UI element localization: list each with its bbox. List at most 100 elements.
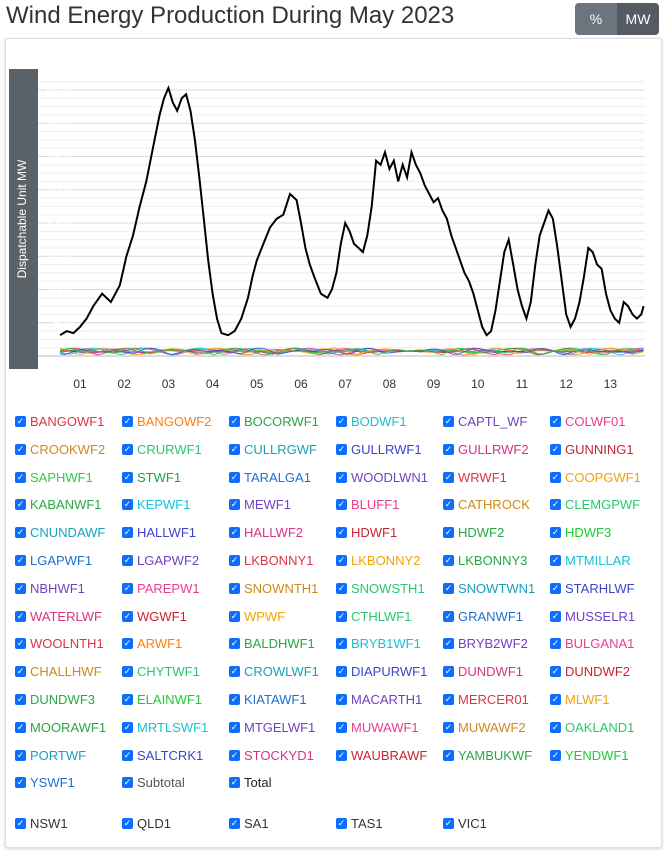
checkbox-icon[interactable]: ✓ <box>336 443 347 455</box>
legend-item[interactable]: ✓ OAKLAND1 <box>550 720 634 735</box>
legend-item[interactable]: ✓ SNOWNTH1 <box>229 581 318 596</box>
legend-item[interactable]: ✓ BRYB2WF2 <box>443 636 528 651</box>
legend-item[interactable]: ✓ WATERLWF <box>15 609 102 624</box>
checkbox-icon[interactable]: ✓ <box>443 610 454 622</box>
checkbox-icon[interactable]: ✓ <box>550 416 561 427</box>
legend-item[interactable]: ✓ STWF1 <box>122 470 181 485</box>
legend-item[interactable]: ✓ BALDHWF1 <box>229 636 315 651</box>
checkbox-icon[interactable]: ✓ <box>122 416 133 427</box>
legend-item[interactable]: ✓ MEWF1 <box>229 497 291 512</box>
checkbox-icon[interactable]: ✓ <box>336 499 347 511</box>
legend-item[interactable]: ✓ CHYTWF1 <box>122 664 200 679</box>
legend-item[interactable]: ✓ BANGOWF2 <box>122 414 211 429</box>
legend-item[interactable]: ✓ WGWF1 <box>122 609 187 624</box>
legend-item[interactable]: ✓ CRURWF1 <box>122 442 202 457</box>
legend-item[interactable]: ✓ CATHROCK <box>443 497 530 512</box>
region-filter-item[interactable]: ✓ SA1 <box>229 816 269 831</box>
checkbox-icon[interactable]: ✓ <box>229 499 240 511</box>
checkbox-icon[interactable]: ✓ <box>443 638 454 650</box>
legend-item[interactable]: ✓ Total <box>229 775 271 790</box>
checkbox-icon[interactable]: ✓ <box>122 721 133 733</box>
checkbox-icon[interactable]: ✓ <box>443 749 454 761</box>
legend-item[interactable]: ✓ YAMBUKWF <box>443 748 532 763</box>
mw-button[interactable]: MW <box>617 3 659 35</box>
legend-item[interactable]: ✓ MUSSELR1 <box>550 609 635 624</box>
legend-item[interactable]: ✓ CROWLWF1 <box>229 664 319 679</box>
legend-item[interactable]: ✓ BLUFF1 <box>336 497 399 512</box>
legend-item[interactable]: ✓ WAUBRAWF <box>336 748 427 763</box>
checkbox-icon[interactable]: ✓ <box>550 721 561 733</box>
checkbox-icon[interactable]: ✓ <box>15 610 26 622</box>
legend-item[interactable]: ✓ MERCER01 <box>443 692 529 707</box>
legend-item[interactable]: ✓ CULLRGWF <box>229 442 317 457</box>
checkbox-icon[interactable]: ✓ <box>550 666 561 678</box>
legend-item[interactable]: ✓ LKBONNY1 <box>229 553 313 568</box>
legend-item[interactable]: ✓ STOCKYD1 <box>229 748 314 763</box>
legend-item[interactable]: ✓ DIAPURWF1 <box>336 664 427 679</box>
legend-item[interactable]: ✓ CLEMGPWF <box>550 497 640 512</box>
checkbox-icon[interactable]: ✓ <box>122 555 133 566</box>
legend-item[interactable]: ✓ NBHWF1 <box>15 581 85 596</box>
checkbox-icon[interactable]: ✓ <box>15 499 26 511</box>
legend-item[interactable]: ✓ BANGOWF1 <box>15 414 104 429</box>
legend-item[interactable]: ✓ LGAPWF1 <box>15 553 92 568</box>
legend-item[interactable]: ✓ SAPHWF1 <box>15 470 93 485</box>
checkbox-icon[interactable]: ✓ <box>443 721 454 733</box>
legend-item[interactable]: ✓ HALLWF1 <box>122 525 196 540</box>
checkbox-icon[interactable]: ✓ <box>15 471 26 483</box>
percent-button[interactable]: % <box>575 3 617 35</box>
checkbox-icon[interactable]: ✓ <box>550 499 561 511</box>
checkbox-icon[interactable]: ✓ <box>229 749 240 761</box>
legend-item[interactable]: ✓ SNOWSTH1 <box>336 581 425 596</box>
legend-item[interactable]: ✓ ELAINWF1 <box>122 692 202 707</box>
checkbox-icon[interactable]: ✓ <box>229 638 240 650</box>
region-filter-item[interactable]: ✓ TAS1 <box>336 816 383 831</box>
checkbox-icon[interactable]: ✓ <box>15 777 26 789</box>
legend-item[interactable]: ✓ WOOLNTH1 <box>15 636 104 651</box>
checkbox-icon[interactable]: ✓ <box>443 582 454 594</box>
checkbox-icon[interactable]: ✓ <box>443 443 454 455</box>
legend-item[interactable]: ✓ BOCORWF1 <box>229 414 319 429</box>
legend-item[interactable]: ✓ MUWAWF1 <box>336 720 419 735</box>
legend-item[interactable]: ✓ MACARTH1 <box>336 692 422 707</box>
legend-item[interactable]: ✓ HALLWF2 <box>229 525 303 540</box>
checkbox-icon[interactable]: ✓ <box>229 582 240 594</box>
checkbox-icon[interactable]: ✓ <box>443 818 454 829</box>
checkbox-icon[interactable]: ✓ <box>443 666 454 678</box>
checkbox-icon[interactable]: ✓ <box>229 416 240 427</box>
checkbox-icon[interactable]: ✓ <box>550 527 561 539</box>
checkbox-icon[interactable]: ✓ <box>443 555 454 566</box>
legend-item[interactable]: ✓ GUNNING1 <box>550 442 634 457</box>
legend-item[interactable]: ✓ GRANWF1 <box>443 609 523 624</box>
legend-item[interactable]: ✓ CROOKWF2 <box>15 442 105 457</box>
legend-item[interactable]: ✓ PORTWF <box>15 748 86 763</box>
legend-item[interactable]: ✓ YENDWF1 <box>550 748 629 763</box>
legend-item[interactable]: ✓ CNUNDAWF <box>15 525 105 540</box>
legend-item[interactable]: ✓ MLWF1 <box>550 692 610 707</box>
checkbox-icon[interactable]: ✓ <box>336 666 347 678</box>
legend-item[interactable]: ✓ STARHLWF <box>550 581 635 596</box>
checkbox-icon[interactable]: ✓ <box>336 638 347 650</box>
checkbox-icon[interactable]: ✓ <box>443 471 454 483</box>
legend-item[interactable]: ✓ LKBONNY2 <box>336 553 420 568</box>
legend-item[interactable]: ✓ ARWF1 <box>122 636 182 651</box>
legend-item[interactable]: ✓ MUWAWF2 <box>443 720 526 735</box>
checkbox-icon[interactable]: ✓ <box>15 416 26 427</box>
checkbox-icon[interactable]: ✓ <box>15 818 26 829</box>
checkbox-icon[interactable]: ✓ <box>336 582 347 594</box>
checkbox-icon[interactable]: ✓ <box>550 582 561 594</box>
legend-item[interactable]: ✓ SNOWTWN1 <box>443 581 535 596</box>
checkbox-icon[interactable]: ✓ <box>336 416 347 427</box>
legend-item[interactable]: ✓ BULGANA1 <box>550 636 634 651</box>
legend-item[interactable]: ✓ SALTCRK1 <box>122 748 203 763</box>
checkbox-icon[interactable]: ✓ <box>122 471 133 483</box>
legend-item[interactable]: ✓ MOORAWF1 <box>15 720 106 735</box>
legend-item[interactable]: ✓ CTHLWF1 <box>336 609 411 624</box>
checkbox-icon[interactable]: ✓ <box>122 694 133 705</box>
checkbox-icon[interactable]: ✓ <box>229 666 240 678</box>
legend-item[interactable]: ✓ LKBONNY3 <box>443 553 527 568</box>
legend-item[interactable]: ✓ KEPWF1 <box>122 497 190 512</box>
checkbox-icon[interactable]: ✓ <box>15 527 26 539</box>
checkbox-icon[interactable]: ✓ <box>550 443 561 455</box>
checkbox-icon[interactable]: ✓ <box>336 818 347 829</box>
